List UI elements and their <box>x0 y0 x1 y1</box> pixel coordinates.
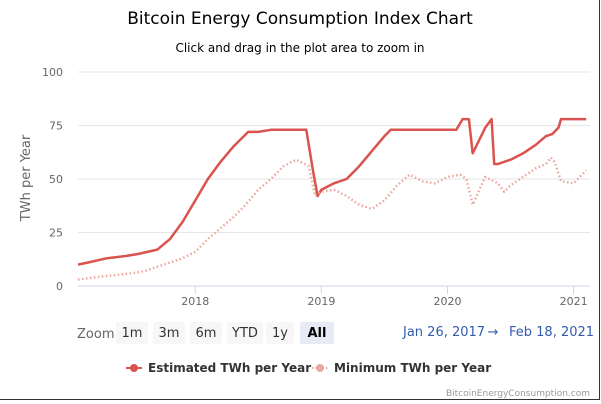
range-button-all[interactable]: All <box>300 322 334 344</box>
series-line-estimated[interactable] <box>77 117 587 266</box>
range-button-label[interactable]: YTD <box>231 326 258 341</box>
series-line-minimum[interactable] <box>77 156 588 281</box>
y-tick-label: 50 <box>49 173 63 186</box>
range-button-1m[interactable]: 1m <box>116 322 148 344</box>
x-tick-label: 2021 <box>560 295 588 308</box>
legend-label[interactable]: Estimated TWh per Year <box>148 361 311 375</box>
range-button-1y[interactable]: 1y <box>266 322 294 344</box>
series-group[interactable] <box>77 117 588 281</box>
range-button-bg[interactable] <box>116 322 148 344</box>
range-button-bg[interactable] <box>266 322 294 344</box>
range-from-date[interactable]: Jan 26, 2017 <box>402 325 485 340</box>
y-axis-ticks: 0 25 50 75 100 <box>42 66 63 293</box>
range-button-3m[interactable]: 3m <box>153 322 185 344</box>
range-button-label[interactable]: 1m <box>122 326 143 341</box>
legend-marker[interactable] <box>130 364 138 372</box>
range-button-label[interactable]: 1y <box>272 326 288 341</box>
y-axis-label: TWh per Year <box>19 134 34 222</box>
y-tick-label: 75 <box>49 120 63 133</box>
x-tick-label: 2019 <box>307 295 335 308</box>
range-button-bg[interactable] <box>300 322 334 344</box>
grid-lines <box>78 71 590 233</box>
legend-item-minimum[interactable]: Minimum TWh per Year <box>312 361 491 375</box>
legend-label[interactable]: Minimum TWh per Year <box>334 361 491 375</box>
range-button-bg[interactable] <box>153 322 185 344</box>
legend-marker[interactable] <box>316 364 324 372</box>
y-tick-label: 100 <box>42 66 63 79</box>
range-to-date[interactable]: Feb 18, 2021 <box>509 325 594 340</box>
x-axis-ticks: 2018 2019 2020 2021 <box>181 286 588 308</box>
chart-title: Bitcoin Energy Consumption Index Chart <box>127 9 473 29</box>
range-button-label[interactable]: 3m <box>159 326 180 341</box>
x-tick-label: 2020 <box>433 295 461 308</box>
credits-text[interactable]: BitcoinEnergyConsumption.com <box>446 389 590 399</box>
range-button-label[interactable]: All <box>308 326 327 341</box>
range-button-bg[interactable] <box>227 322 263 344</box>
zoom-label: Zoom <box>77 327 114 342</box>
range-button-label[interactable]: 6m <box>196 326 217 341</box>
chart-subtitle: Click and drag in the plot area to zoom … <box>175 41 424 55</box>
x-tick-label: 2018 <box>181 295 209 308</box>
legend: Estimated TWh per Year Minimum TWh per Ye… <box>126 361 491 375</box>
range-button-bg[interactable] <box>190 322 222 344</box>
range-button-6m[interactable]: 6m <box>190 322 222 344</box>
y-tick-label: 0 <box>56 280 63 293</box>
range-button-ytd[interactable]: YTD <box>227 322 263 344</box>
range-arrow: → <box>488 325 499 340</box>
y-tick-label: 25 <box>49 227 63 240</box>
legend-item-estimated[interactable]: Estimated TWh per Year <box>126 361 311 375</box>
range-buttons: 1m 3m 6m YTD 1y All <box>116 322 334 344</box>
